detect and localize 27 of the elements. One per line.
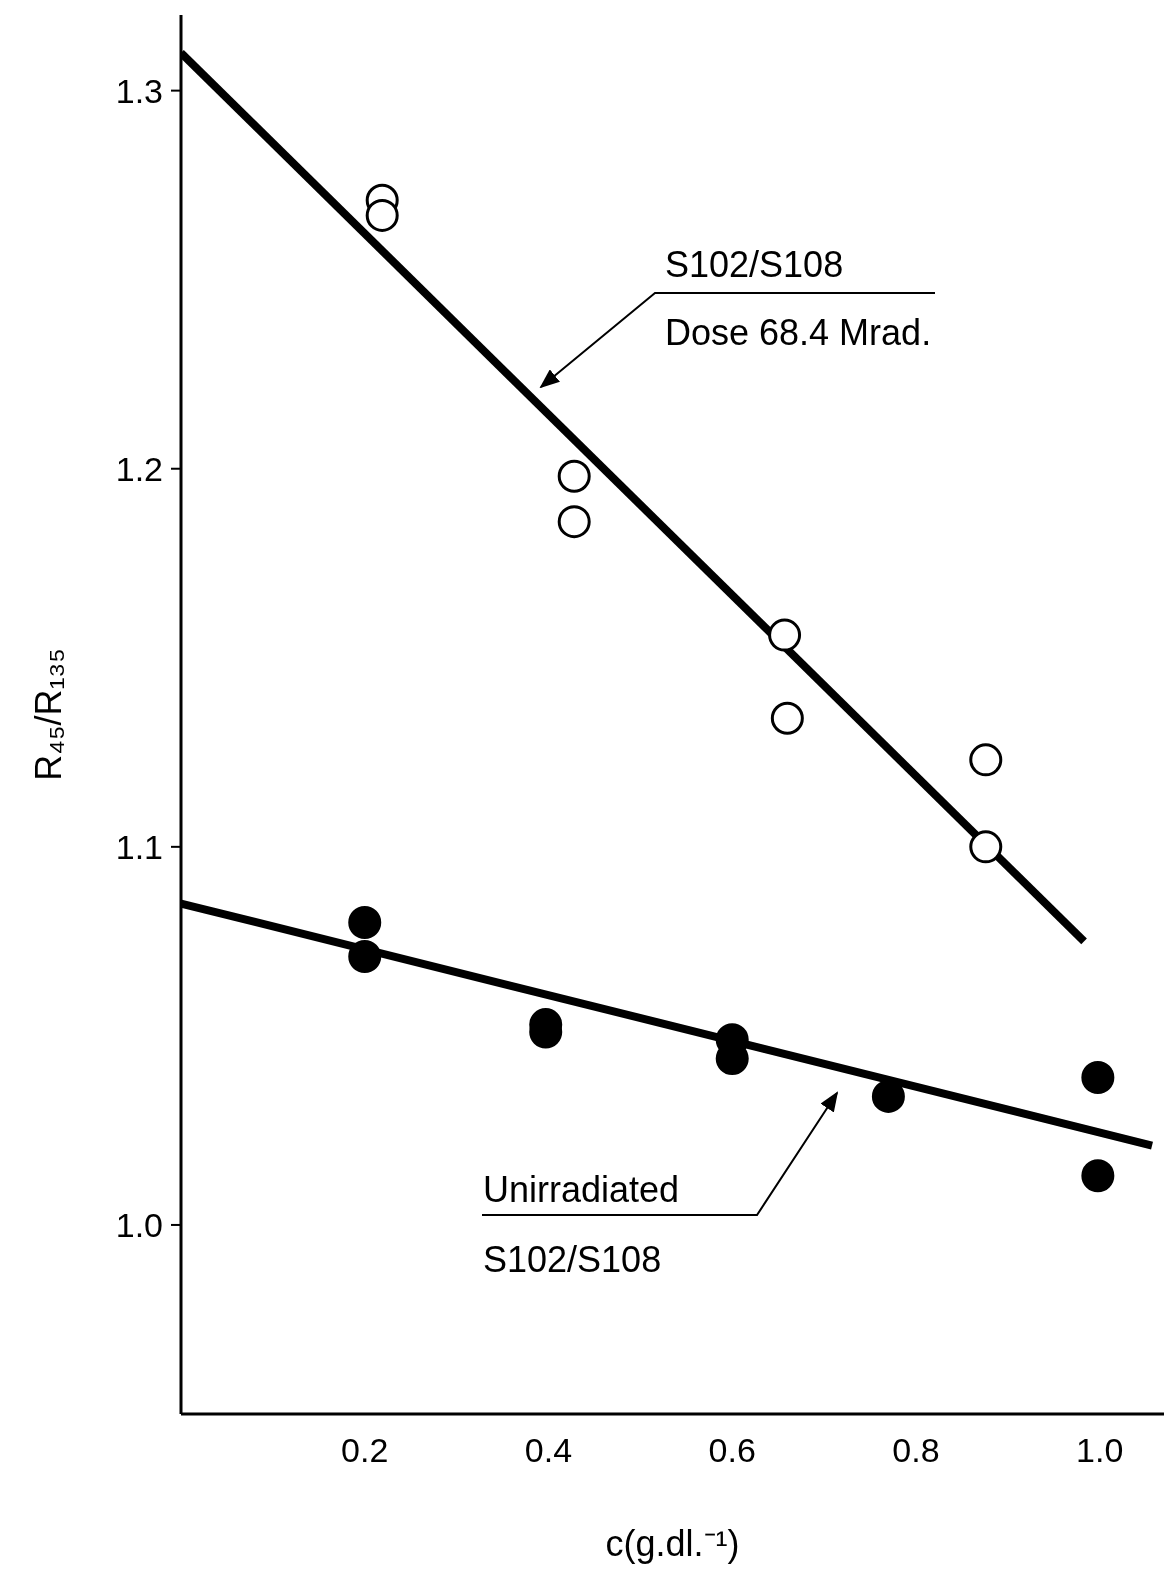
annotation: Dose 68.4 Mrad. xyxy=(665,312,932,353)
point xyxy=(557,505,591,539)
x-tick-label: 0.6 xyxy=(708,1431,756,1470)
y-axis-title: R₄₅/R₁₃₅ xyxy=(27,648,69,781)
point xyxy=(365,198,399,232)
point xyxy=(871,1079,905,1113)
point xyxy=(770,701,804,735)
y-tick-label: 1.3 xyxy=(115,71,163,110)
x-tick-label: 0.8 xyxy=(892,1431,940,1470)
point xyxy=(557,459,591,493)
point xyxy=(1081,1159,1115,1193)
y-tick-label: 1.2 xyxy=(115,449,163,488)
y-tick-label: 1.0 xyxy=(115,1206,163,1245)
point xyxy=(348,905,382,939)
point xyxy=(768,618,802,652)
annotation: S102/S108 xyxy=(483,1239,662,1280)
x-tick-label: 1.0 xyxy=(1076,1431,1124,1470)
annotation: Unirradiated xyxy=(483,1169,680,1210)
point xyxy=(969,830,1003,864)
point xyxy=(1081,1060,1115,1094)
point xyxy=(348,939,382,973)
annotation: S102/S108 xyxy=(665,244,844,285)
x-tick-label: 0.2 xyxy=(341,1431,389,1470)
x-tick-label: 0.4 xyxy=(524,1431,573,1470)
point xyxy=(969,743,1003,777)
y-tick-label: 1.1 xyxy=(115,827,163,866)
x-axis-title: c(g.dl.⁻¹) xyxy=(605,1523,740,1564)
